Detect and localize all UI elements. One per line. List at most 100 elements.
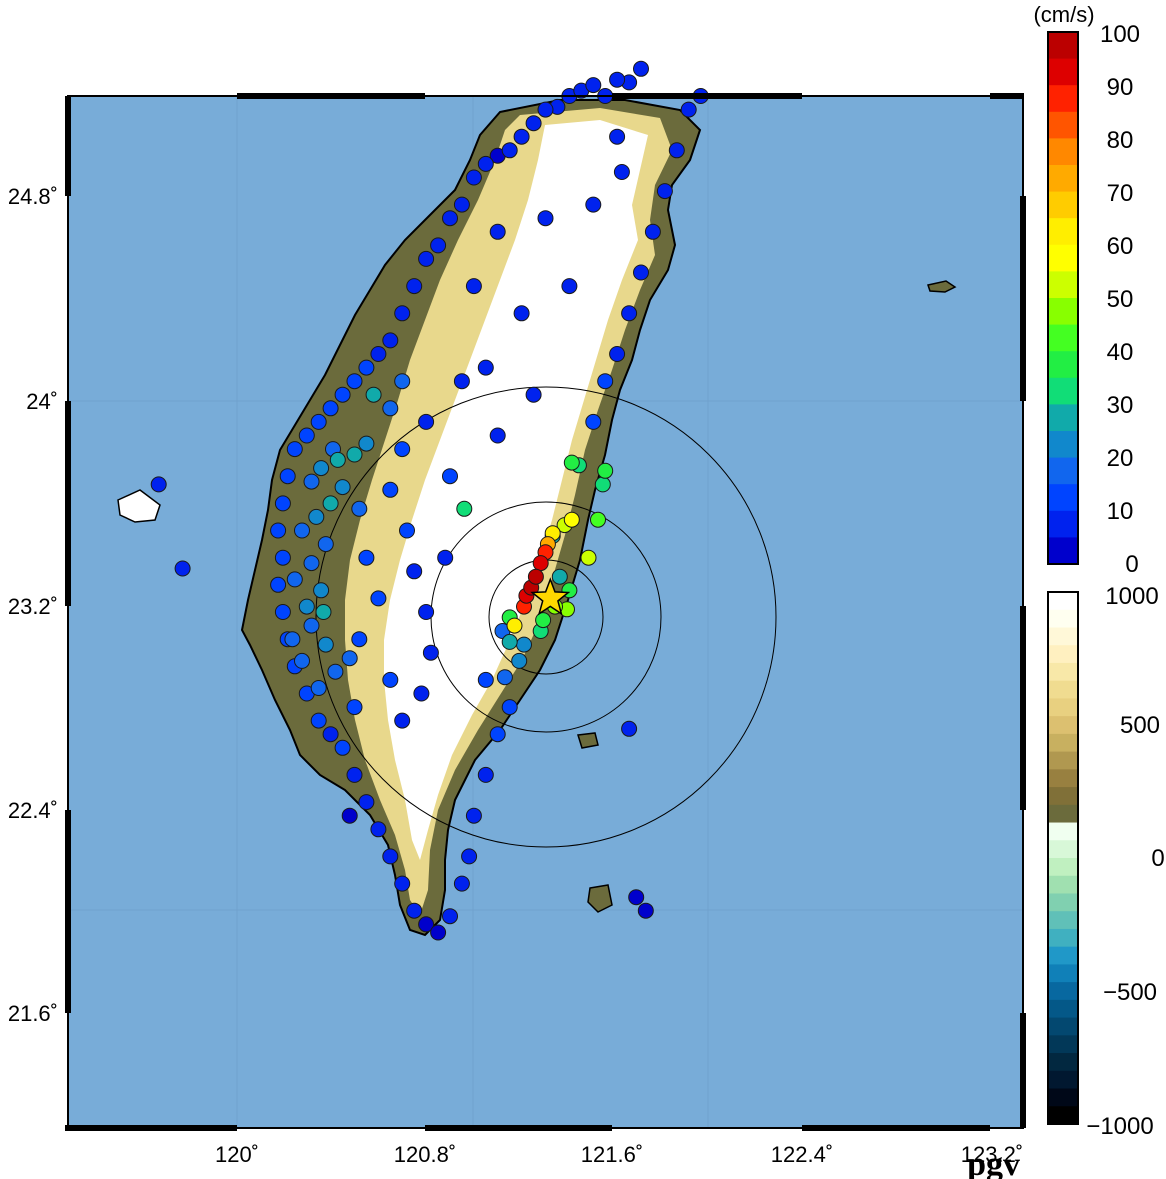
pgv-colorbar-segment [1048, 510, 1078, 538]
station-marker [597, 373, 614, 390]
pgv-tick-label: 30 [1107, 392, 1134, 419]
station-marker [274, 549, 291, 566]
elev-tick-label: 0 [1151, 845, 1164, 872]
station-marker [628, 889, 645, 906]
station-marker [174, 560, 191, 577]
station-marker [668, 142, 685, 159]
elevation-colorbar-segment [1048, 875, 1078, 894]
offshore-islands [117, 280, 957, 913]
station-marker [418, 250, 435, 267]
station-marker [399, 522, 415, 539]
elevation-colorbar-labels: 1000 500 0 −500 −1000 [1086, 583, 1164, 1140]
station-marker [551, 568, 568, 585]
station-marker [315, 604, 332, 620]
station-marker [406, 902, 423, 919]
station-marker [527, 568, 544, 585]
pgv-colorbar-segment [1048, 58, 1078, 86]
station-marker [370, 346, 387, 362]
station-marker [501, 633, 518, 650]
pgv-colorbar-segment [1048, 484, 1078, 512]
station-marker [465, 278, 482, 295]
elevation-colorbar-segment [1048, 751, 1078, 770]
pgv-tick-label: 50 [1107, 286, 1134, 313]
elevation-colorbar-segment [1048, 733, 1078, 753]
pgv-tick-label: 70 [1107, 180, 1134, 207]
station-marker [501, 699, 518, 716]
station-marker [525, 115, 542, 132]
station-marker [284, 631, 301, 648]
pgv-colorbar-segment [1048, 537, 1078, 565]
elevation-colorbar-segment [1048, 1035, 1078, 1054]
station-marker [394, 441, 411, 458]
station-marker [317, 636, 334, 653]
station-marker [413, 685, 430, 702]
station-marker [453, 196, 470, 213]
station-marker [394, 875, 411, 892]
pgv-colorbar-segment [1048, 377, 1078, 405]
lon-axis-labels: 120˚ 120.8˚ 121.6˚ 122.4˚ 123.2˚ [215, 1142, 1023, 1167]
elevation-colorbar-segment [1048, 946, 1078, 965]
station-marker [334, 386, 351, 403]
station-marker [453, 373, 470, 390]
pgv-colorbar-segment [1048, 32, 1078, 60]
lon-tick-label: 120.8˚ [394, 1142, 456, 1167]
pgv-colorbar-segment [1048, 351, 1078, 379]
station-marker [406, 563, 423, 580]
pgv-colorbar-segment [1048, 457, 1078, 485]
station-marker [303, 617, 320, 634]
station-marker [609, 71, 626, 88]
pgv-colorbar-segment [1048, 298, 1078, 326]
station-marker [456, 500, 473, 517]
map-title: pgv [967, 1146, 1020, 1179]
pgv-unit-label: (cm/s) [1033, 2, 1094, 27]
station-marker [406, 278, 423, 295]
lat-tick-label: 21.6˚ [8, 1001, 58, 1026]
elev-tick-label: −1000 [1086, 1113, 1153, 1140]
elevation-colorbar-segment [1048, 1017, 1078, 1036]
pgv-tick-label: 10 [1107, 498, 1134, 525]
taiwan-island [240, 99, 702, 937]
station-marker [585, 196, 602, 213]
station-marker [334, 739, 351, 756]
station-marker [537, 210, 554, 227]
station-marker [365, 386, 382, 403]
station-marker [298, 427, 315, 444]
station-marker [561, 278, 578, 295]
station-marker [477, 359, 494, 376]
elevation-colorbar-segment [1048, 858, 1078, 877]
station-marker [370, 821, 387, 838]
elevation-colorbar [1048, 592, 1078, 1125]
pgv-colorbar-segment [1048, 431, 1078, 459]
pgv-tick-label: 40 [1107, 339, 1134, 366]
station-marker [525, 386, 542, 403]
stations-layer [150, 60, 709, 941]
station-marker [442, 210, 458, 227]
station-marker [563, 454, 580, 471]
elevation-colorbar-segment [1048, 928, 1078, 948]
station-marker [310, 680, 327, 696]
station-marker [609, 346, 626, 362]
pgv-colorbar-segment [1048, 165, 1078, 193]
elevation-colorbar-segment [1048, 680, 1078, 699]
station-marker [418, 413, 435, 430]
station-marker [613, 164, 630, 180]
station-marker [656, 183, 673, 200]
orchid-island [587, 884, 613, 913]
station-marker [511, 652, 528, 669]
station-marker [358, 549, 375, 566]
station-marker [313, 582, 330, 599]
station-marker [453, 875, 470, 892]
pgv-tick-label: 0 [1125, 551, 1138, 578]
elevation-colorbar-segment [1048, 982, 1078, 1001]
station-marker [274, 495, 291, 512]
pgv-tick-label: 100 [1100, 21, 1140, 48]
pgv-colorbar [1048, 32, 1078, 565]
station-marker [461, 848, 478, 865]
station-marker [310, 413, 327, 430]
station-marker [382, 332, 399, 349]
green-island [577, 732, 599, 749]
station-marker [442, 468, 458, 485]
elevation-colorbar-segment [1048, 1053, 1078, 1072]
station-marker [580, 549, 597, 566]
